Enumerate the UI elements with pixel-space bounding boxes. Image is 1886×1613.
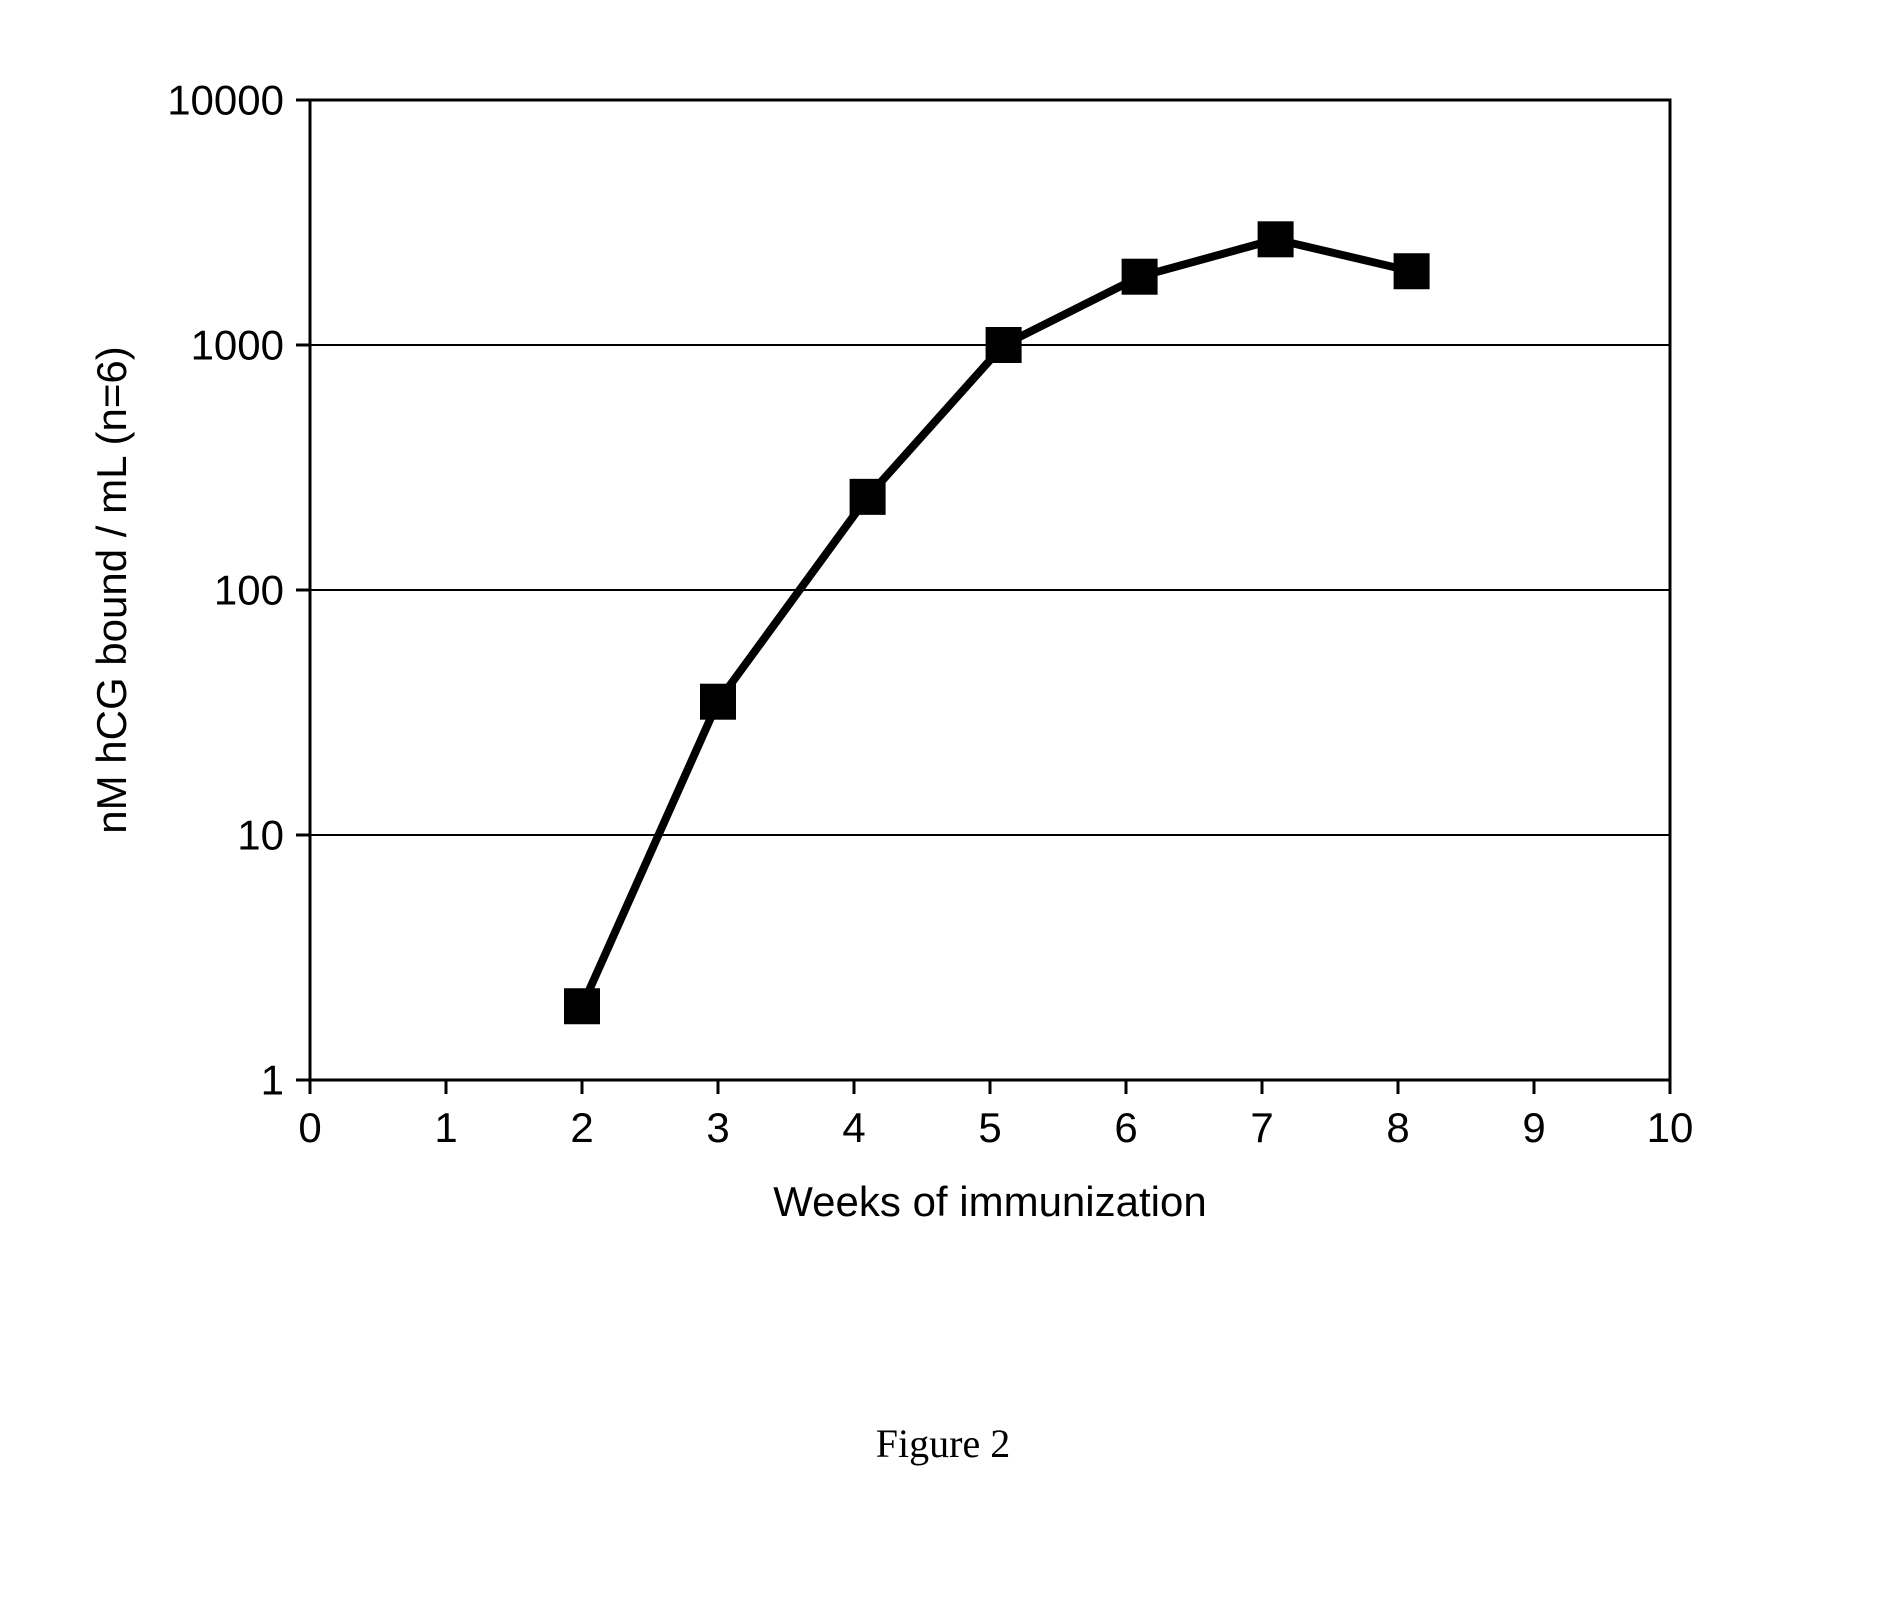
svg-text:9: 9: [1522, 1104, 1545, 1151]
chart-page: 012345678910110100100010000Weeks of immu…: [0, 0, 1886, 1613]
svg-text:nM hCG bound / mL (n=6): nM hCG bound / mL (n=6): [88, 346, 135, 834]
svg-text:5: 5: [978, 1104, 1001, 1151]
svg-text:10: 10: [237, 812, 284, 859]
svg-text:100: 100: [214, 567, 284, 614]
svg-text:7: 7: [1250, 1104, 1273, 1151]
svg-text:2: 2: [570, 1104, 593, 1151]
chart-svg: 012345678910110100100010000Weeks of immu…: [0, 0, 1886, 1613]
svg-text:10: 10: [1647, 1104, 1694, 1151]
svg-text:4: 4: [842, 1104, 865, 1151]
svg-text:1: 1: [261, 1057, 284, 1104]
svg-text:0: 0: [298, 1104, 321, 1151]
svg-text:1: 1: [434, 1104, 457, 1151]
svg-text:10000: 10000: [167, 77, 284, 124]
svg-text:1000: 1000: [191, 322, 284, 369]
figure-caption: Figure 2: [0, 1420, 1886, 1467]
svg-text:3: 3: [706, 1104, 729, 1151]
svg-text:8: 8: [1386, 1104, 1409, 1151]
svg-text:Weeks of immunization: Weeks of immunization: [773, 1178, 1206, 1225]
svg-text:6: 6: [1114, 1104, 1137, 1151]
